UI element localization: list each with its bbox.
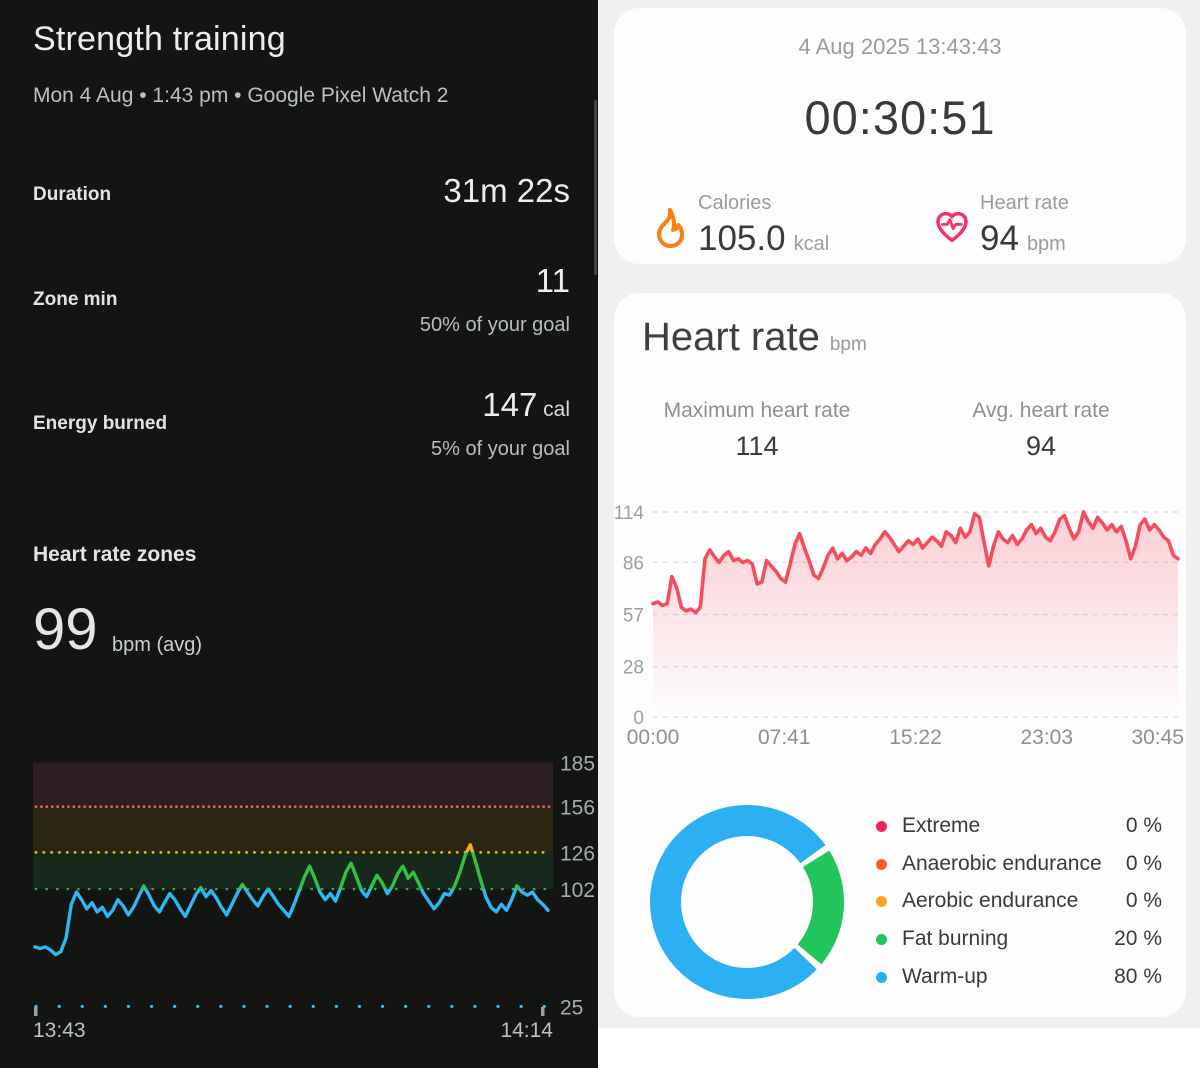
svg-text:126: 126 [560,842,595,865]
svg-text:07:41: 07:41 [758,726,811,749]
heart-rate-label: Heart rate [980,192,1069,214]
avg-bpm-unit: bpm (avg) [112,634,203,656]
avg-heart-rate-label: Avg. heart rate [972,399,1110,422]
energy-unit: cal [537,398,570,421]
legend-value: 0 % [1125,852,1162,875]
workout-subtitle: Mon 4 Aug • 1:43 pm • Google Pixel Watch… [33,84,449,107]
energy-goal: 5% of your goal [431,438,570,460]
scrollbar-thumb[interactable] [594,100,597,275]
hr-zones-chart: 185 156 126 102 25 13:43 14:14 [33,752,595,1042]
calories-unit: kcal [793,233,830,255]
hr-zones-heading: Heart rate zones [33,543,197,566]
legend-value: 80 % [1114,965,1162,988]
zone-min-value: 11 [535,262,570,299]
svg-text:86: 86 [623,553,644,574]
fat-burning-dot-icon [876,933,887,945]
svg-text:0: 0 [633,708,644,729]
svg-text:23:03: 23:03 [1020,726,1073,749]
heart-rate-card-unit: bpm [829,334,867,355]
legend-row-anaerobic: Anaerobic endurance 0 % [876,851,1162,877]
legend-label: Aerobic endurance [902,889,1079,912]
bottom-strip [598,1028,1200,1068]
legend-row-fat-burning: Fat burning 20 % [876,926,1162,952]
max-heart-rate-value: 114 [735,431,779,461]
warm-up-dot-icon [876,971,887,983]
energy-label: Energy burned [33,413,168,434]
svg-text:00:00: 00:00 [627,726,680,749]
svg-text:25: 25 [560,996,583,1019]
svg-text:185: 185 [560,752,595,775]
heart-rate-value: 94 [980,219,1019,258]
duration-value: 31m 22s [443,172,570,209]
heart-rate-card: Heart rate bpm Maximum heart rate 114 Av… [614,293,1186,1017]
workout-summary-panel[interactable]: 4 Aug 2025 13:43:43 00:30:51 Calories 10… [598,0,1200,1068]
heart-rate-card-title-row: Heart rate bpm [642,315,867,360]
avg-bpm-value: 99 [33,597,98,662]
avg-heart-rate-value: 94 [1025,431,1057,461]
legend-row-extreme: Extreme 0 % [876,813,1162,839]
workout-detail-panel[interactable]: Strength training Mon 4 Aug • 1:43 pm • … [0,0,598,1068]
svg-text:28: 28 [623,658,644,679]
heart-pulse-icon [936,211,968,243]
aerobic-dot-icon [876,895,887,907]
duration-label: Duration [33,184,112,205]
energy-value: 147 cal [482,386,570,423]
calories-stat: Calories 105.0 kcal [698,192,829,259]
calories-label: Calories [698,192,772,214]
legend-row-aerobic: Aerobic endurance 0 % [876,888,1162,914]
legend-value: 20 % [1114,927,1162,950]
avg-heart-rate-stat: Avg. heart rate 94 [916,399,1166,462]
svg-text:30:45: 30:45 [1131,726,1184,749]
svg-text:15:22: 15:22 [889,726,942,749]
workout-title: Strength training [33,20,286,58]
heart-rate-zones-donut [650,805,844,999]
legend-value: 0 % [1125,814,1162,837]
heart-rate-card-title: Heart rate [642,315,820,359]
session-duration-timer: 00:30:51 [804,91,996,144]
svg-text:102: 102 [560,879,595,902]
heart-rate-stat: Heart rate 94 bpm [980,192,1069,259]
heart-rate-line-chart: 114 86 57 28 000:00 07:41 15:22 23:03 30:45 [614,503,1184,749]
legend-label: Extreme [902,814,981,837]
legend-label: Anaerobic endurance [902,852,1102,875]
legend-value: 0 % [1125,889,1162,912]
svg-text:114: 114 [614,503,644,524]
legend-label: Warm-up [902,965,988,988]
heart-rate-unit: bpm [1026,233,1066,255]
legend-label: Fat burning [902,927,1009,950]
anaerobic-dot-icon [876,858,887,870]
svg-text:13:43: 13:43 [33,1019,86,1042]
svg-text:14:14: 14:14 [500,1019,553,1042]
session-datetime: 4 Aug 2025 13:43:43 [798,34,1002,59]
svg-text:57: 57 [623,606,644,627]
flame-icon [656,207,685,248]
max-heart-rate-stat: Maximum heart rate 114 [632,399,882,462]
svg-text:156: 156 [560,797,595,820]
legend-row-warm-up: Warm-up 80 % [876,964,1162,990]
max-heart-rate-label: Maximum heart rate [663,399,851,422]
summary-card: 4 Aug 2025 13:43:43 00:30:51 Calories 10… [614,8,1186,264]
zone-min-label: Zone min [33,289,118,310]
extreme-dot-icon [876,820,887,832]
zone-min-goal: 50% of your goal [419,314,570,336]
calories-value: 105.0 [698,219,786,258]
